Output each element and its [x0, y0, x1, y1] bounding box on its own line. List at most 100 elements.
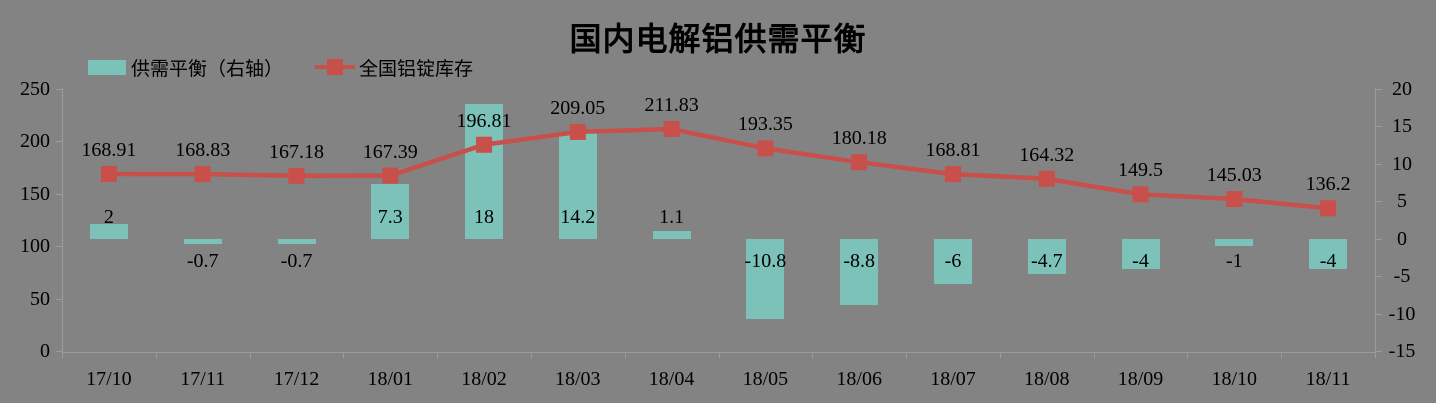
bar[interactable]	[465, 104, 503, 239]
bar-data-label: -0.7	[186, 249, 219, 272]
line-data-label: 168.83	[175, 139, 231, 162]
bar[interactable]	[183, 238, 222, 244]
bar[interactable]	[746, 238, 785, 320]
right-axis-tick-label: -10	[1388, 302, 1416, 325]
x-axis-tick	[530, 352, 532, 358]
bar[interactable]	[840, 238, 879, 305]
bar-data-label: -8.8	[843, 249, 876, 272]
x-axis-tick	[155, 352, 157, 358]
bar[interactable]	[89, 223, 128, 239]
left-axis-tick	[56, 141, 62, 143]
right-axis-tick	[1376, 163, 1382, 165]
line-marker[interactable]	[1038, 170, 1055, 187]
x-axis-tick	[249, 352, 251, 358]
bar-data-label: 2	[103, 205, 114, 228]
bar-data-label: -6	[944, 249, 962, 272]
left-axis-tick-label: 50	[30, 287, 50, 310]
x-axis-category-label: 17/11	[180, 368, 226, 390]
x-axis-category-label: 18/02	[461, 368, 507, 390]
x-axis-category-label: 18/05	[742, 368, 789, 390]
left-axis-tick-label: 250	[20, 78, 50, 100]
right-axis-tick	[1376, 126, 1382, 128]
right-axis-tick-label: 15	[1392, 115, 1412, 138]
line-marker[interactable]	[1226, 191, 1243, 208]
line-marker[interactable]	[100, 165, 117, 182]
right-axis-tick	[1376, 276, 1382, 278]
x-axis-category-label: 18/09	[1117, 368, 1164, 390]
line-data-label: 167.39	[362, 140, 418, 163]
right-axis-tick-label: 0	[1397, 227, 1407, 250]
line-marker[interactable]	[944, 166, 961, 183]
line-data-label: 193.35	[737, 113, 793, 136]
left-axis-tick	[56, 89, 62, 90]
line-data-label: 211.83	[644, 94, 699, 116]
x-axis-tick	[718, 352, 720, 358]
bar[interactable]	[1309, 238, 1348, 269]
x-axis-category-label: 17/12	[273, 368, 320, 390]
bar[interactable]	[558, 132, 597, 239]
right-axis-tick	[1376, 313, 1382, 315]
bar[interactable]	[277, 238, 316, 244]
left-axis-tick-label: 150	[20, 182, 50, 205]
bar[interactable]	[371, 184, 410, 239]
line-marker[interactable]	[382, 167, 399, 184]
line-marker[interactable]	[1132, 186, 1149, 203]
x-axis-tick	[1281, 352, 1283, 358]
line-marker[interactable]	[663, 121, 680, 138]
x-axis-tick	[1093, 352, 1095, 358]
right-axis-tick-label: 20	[1392, 78, 1412, 100]
line-marker[interactable]	[851, 154, 868, 171]
legend-label-line-series: 全国铝锭库存	[359, 58, 474, 80]
bar-data-label: -4	[1319, 249, 1337, 272]
line-data-label: 164.32	[1019, 143, 1075, 166]
line-marker[interactable]	[757, 140, 774, 157]
x-axis-category-label: 18/06	[836, 368, 882, 390]
line-data-label: 168.81	[925, 139, 981, 162]
bar[interactable]	[1121, 238, 1160, 269]
x-axis-category-label: 18/07	[930, 368, 976, 390]
right-axis-tick	[1376, 238, 1382, 240]
right-axis-tick	[1376, 89, 1382, 90]
legend-item-national-aluminum-ingot-inventory[interactable]: 全国铝锭库存	[315, 55, 474, 80]
bar[interactable]	[1215, 238, 1254, 247]
legend-item-supply-demand-balance[interactable]: 供需平衡（右轴）	[88, 55, 283, 80]
line-data-label: 145.03	[1206, 164, 1262, 186]
line-marker[interactable]	[194, 166, 211, 183]
bar-data-label: -1	[1225, 249, 1243, 272]
x-axis-category-label: 18/01	[367, 368, 414, 390]
x-axis-category-label: 18/11	[1305, 368, 1351, 390]
chart-title: 国内电解铝供需平衡	[569, 21, 867, 57]
line-data-label: 180.18	[831, 127, 887, 150]
bar[interactable]	[1027, 238, 1066, 274]
line-marker[interactable]	[288, 167, 305, 184]
bar-series-swatch-icon	[88, 59, 126, 75]
bar-data-label: 14.2	[560, 205, 596, 228]
left-axis-tick	[56, 351, 62, 352]
right-axis-tick-label: 5	[1397, 190, 1407, 213]
line-data-label: 209.05	[550, 96, 606, 119]
left-axis-tick-label: 200	[20, 130, 50, 153]
bar-data-label: 1.1	[659, 205, 685, 228]
left-axis-tick-label: 0	[40, 340, 50, 362]
inventory-line[interactable]	[108, 126, 1329, 211]
x-axis-tick	[812, 352, 814, 358]
x-axis-tick	[999, 352, 1001, 358]
right-axis-tick	[1376, 201, 1382, 203]
x-axis-tick	[343, 352, 345, 358]
line-data-label: 196.81	[456, 109, 512, 132]
line-marker[interactable]	[1320, 200, 1337, 217]
x-axis-category-label: 18/04	[648, 368, 695, 390]
right-axis-tick-label: -15	[1388, 340, 1416, 362]
x-axis-tick	[1375, 352, 1376, 358]
bar[interactable]	[652, 230, 691, 239]
right-axis-tick-label: 10	[1392, 152, 1412, 175]
bar[interactable]	[934, 238, 972, 284]
line-marker[interactable]	[476, 136, 493, 153]
line-marker[interactable]	[569, 123, 586, 140]
line-data-label: 167.18	[269, 140, 324, 163]
x-axis-category-label: 18/08	[1024, 368, 1070, 390]
right-axis-tick-label: -5	[1393, 265, 1411, 288]
